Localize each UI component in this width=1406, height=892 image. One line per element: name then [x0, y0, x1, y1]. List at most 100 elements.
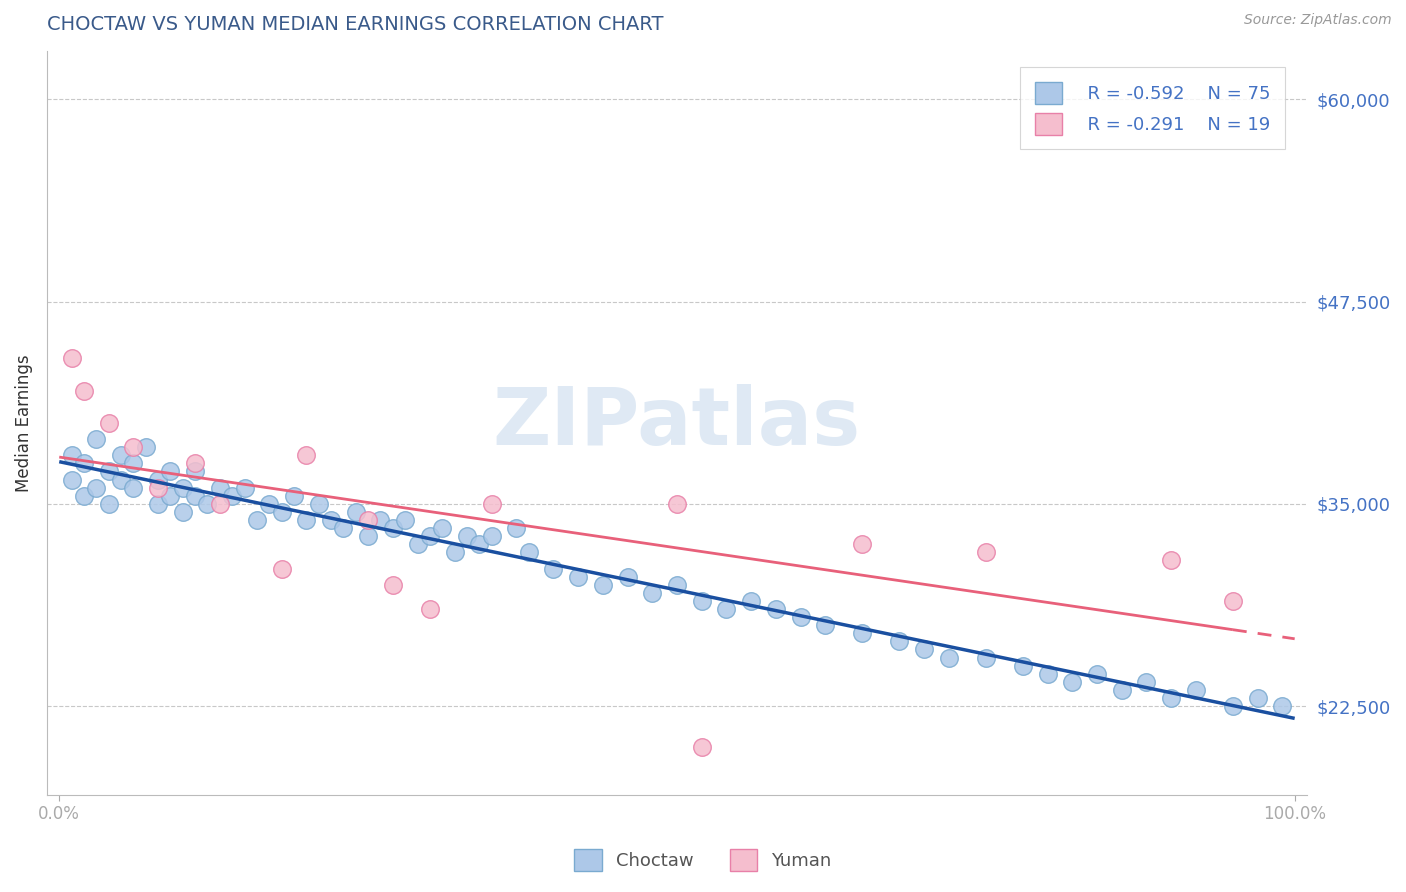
Point — [270, 505, 292, 519]
Point — [456, 529, 478, 543]
Point — [814, 618, 837, 632]
Point — [851, 626, 873, 640]
Point — [592, 578, 614, 592]
Point — [616, 569, 638, 583]
Point — [184, 457, 207, 471]
Point — [1135, 674, 1157, 689]
Point — [122, 481, 145, 495]
Point — [319, 513, 342, 527]
Point — [641, 586, 664, 600]
Text: CHOCTAW VS YUMAN MEDIAN EARNINGS CORRELATION CHART: CHOCTAW VS YUMAN MEDIAN EARNINGS CORRELA… — [46, 15, 664, 34]
Point — [517, 545, 540, 559]
Point — [146, 497, 169, 511]
Legend:   R = -0.592    N = 75,   R = -0.291    N = 19: R = -0.592 N = 75, R = -0.291 N = 19 — [1021, 67, 1285, 149]
Point — [1160, 690, 1182, 705]
Point — [1185, 682, 1208, 697]
Point — [73, 489, 96, 503]
Point — [912, 642, 935, 657]
Point — [84, 481, 107, 495]
Point — [665, 497, 688, 511]
Text: Source: ZipAtlas.com: Source: ZipAtlas.com — [1244, 13, 1392, 28]
Point — [716, 602, 738, 616]
Point — [146, 473, 169, 487]
Point — [665, 578, 688, 592]
Point — [308, 497, 330, 511]
Point — [1271, 699, 1294, 714]
Point — [889, 634, 911, 648]
Point — [406, 537, 429, 551]
Point — [357, 513, 380, 527]
Point — [135, 440, 157, 454]
Point — [1012, 658, 1035, 673]
Point — [851, 537, 873, 551]
Point — [381, 578, 404, 592]
Point — [110, 473, 132, 487]
Point — [97, 416, 120, 430]
Text: ZIPatlas: ZIPatlas — [494, 384, 860, 462]
Point — [370, 513, 392, 527]
Point — [505, 521, 527, 535]
Point — [481, 497, 503, 511]
Point — [443, 545, 465, 559]
Point — [1160, 553, 1182, 567]
Point — [481, 529, 503, 543]
Point — [283, 489, 305, 503]
Point — [690, 594, 713, 608]
Y-axis label: Median Earnings: Median Earnings — [15, 354, 32, 491]
Point — [172, 505, 194, 519]
Point — [432, 521, 454, 535]
Point — [208, 497, 231, 511]
Point — [184, 465, 207, 479]
Point — [419, 529, 441, 543]
Point — [122, 440, 145, 454]
Point — [97, 497, 120, 511]
Point — [1062, 674, 1084, 689]
Point — [938, 650, 960, 665]
Point — [233, 481, 256, 495]
Point — [184, 489, 207, 503]
Point — [122, 457, 145, 471]
Point — [740, 594, 762, 608]
Point — [73, 384, 96, 398]
Point — [974, 545, 997, 559]
Point — [974, 650, 997, 665]
Point — [381, 521, 404, 535]
Point — [60, 351, 83, 366]
Point — [1246, 690, 1268, 705]
Point — [84, 432, 107, 446]
Point — [344, 505, 367, 519]
Point — [270, 561, 292, 575]
Point — [567, 569, 589, 583]
Point — [357, 529, 380, 543]
Legend: Choctaw, Yuman: Choctaw, Yuman — [567, 842, 839, 879]
Point — [259, 497, 281, 511]
Point — [789, 610, 811, 624]
Point — [765, 602, 787, 616]
Point — [468, 537, 491, 551]
Point — [690, 739, 713, 754]
Point — [60, 448, 83, 462]
Point — [97, 465, 120, 479]
Point — [159, 489, 181, 503]
Point — [1222, 699, 1244, 714]
Point — [197, 497, 219, 511]
Point — [1222, 594, 1244, 608]
Point — [172, 481, 194, 495]
Point — [1085, 666, 1108, 681]
Point — [1036, 666, 1059, 681]
Point — [1111, 682, 1133, 697]
Point — [110, 448, 132, 462]
Point — [246, 513, 269, 527]
Point — [543, 561, 565, 575]
Point — [60, 473, 83, 487]
Point — [394, 513, 416, 527]
Point — [332, 521, 354, 535]
Point — [295, 513, 318, 527]
Point — [159, 465, 181, 479]
Point — [146, 481, 169, 495]
Point — [419, 602, 441, 616]
Point — [295, 448, 318, 462]
Point — [221, 489, 243, 503]
Point — [208, 481, 231, 495]
Point — [73, 457, 96, 471]
